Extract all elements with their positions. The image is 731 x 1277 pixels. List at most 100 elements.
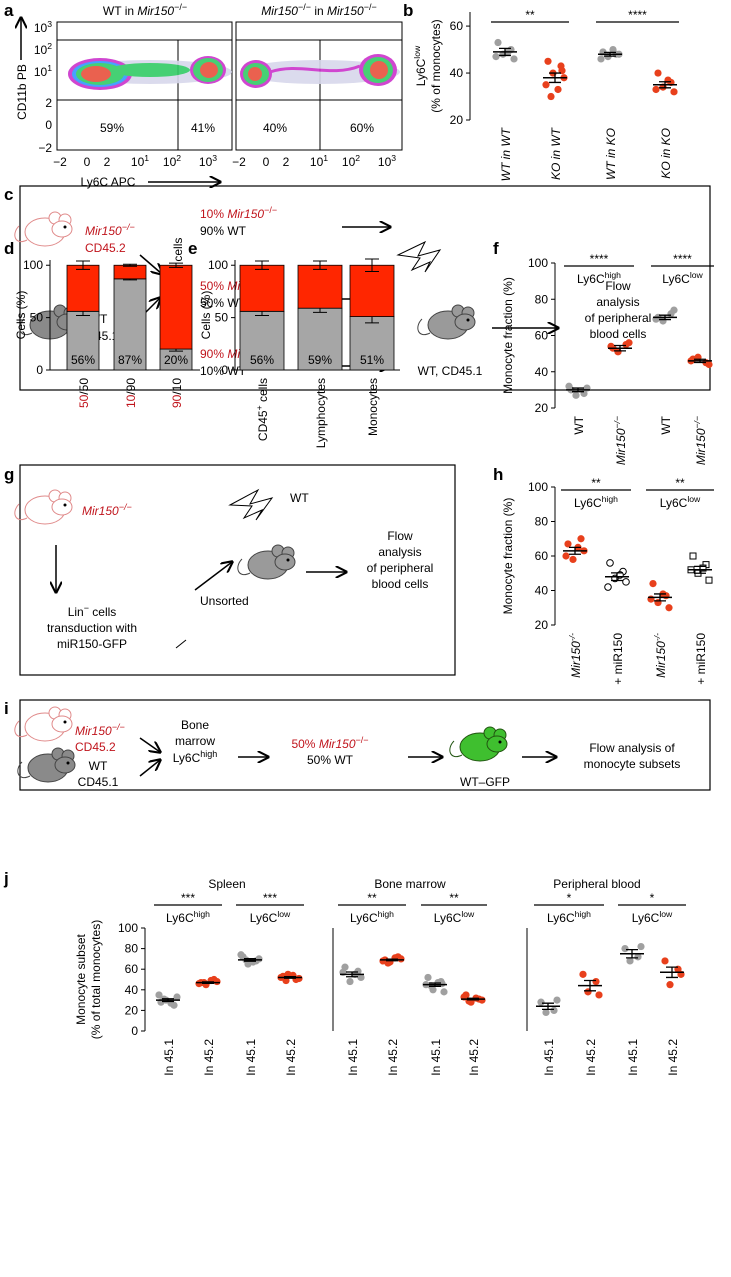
y-tick-label: −2 (38, 141, 52, 155)
mouse-eye (66, 761, 70, 765)
point (564, 540, 572, 548)
mouse-eye (498, 740, 502, 744)
text-part: Mir150 (614, 428, 628, 465)
arrow (194, 562, 232, 591)
error-bar (572, 387, 584, 393)
label: blood cells (372, 577, 429, 591)
error-bar (169, 262, 183, 268)
panel-label: c (4, 185, 13, 204)
axis-label: CD11b PB (15, 64, 29, 120)
point (609, 45, 617, 54)
bar-segment (113, 278, 147, 371)
y-tick-label: 103 (34, 19, 52, 35)
point (634, 953, 642, 961)
label: analysis (596, 295, 639, 309)
mouse-tail (14, 503, 28, 520)
point (537, 998, 545, 1006)
value-label: 56% (71, 353, 95, 367)
bar-segment (66, 264, 100, 312)
arrow (139, 760, 160, 777)
error-bar (614, 344, 626, 352)
error-bar (313, 260, 327, 270)
text-part: 3 (212, 153, 217, 163)
gate-percent: 41% (191, 121, 215, 135)
y-tick-label: 60 (535, 329, 549, 343)
y-tick-label: 100 (208, 258, 228, 272)
subset-label: Ly6Chigh (574, 494, 618, 510)
point (542, 1008, 550, 1017)
arrow (139, 737, 160, 752)
label: WT, CD45.1 (418, 364, 483, 378)
text-part: 1 (47, 63, 52, 73)
significance-label: *** (181, 891, 195, 905)
label: WT (290, 491, 309, 505)
point (295, 974, 303, 983)
significance-label: ** (367, 891, 377, 905)
significance-label: ** (675, 476, 685, 490)
label: of peripheral (367, 561, 434, 575)
bar-segment (159, 264, 193, 350)
point (554, 85, 562, 94)
diagram-frame (19, 185, 711, 391)
text-part: Ly6C (250, 911, 278, 925)
x-tick-label: 0 (263, 155, 270, 169)
text-part: low (412, 45, 422, 59)
gate-percent: 40% (263, 121, 287, 135)
label: 90% WT (200, 224, 247, 238)
text-part: Ly6C (434, 911, 462, 925)
point (562, 552, 570, 560)
x-tick-label: CD45+ cells (254, 378, 270, 441)
x-tick-label: 102 (342, 153, 360, 169)
text-part: 10 (34, 43, 48, 57)
irradiation-icon (396, 240, 442, 273)
x-tick-label: 2 (104, 155, 111, 169)
label: miR150-GFP (57, 637, 127, 651)
point (625, 339, 633, 347)
subset-label: Ly6Clow (662, 270, 703, 286)
label: 50% Mir150−/− (291, 735, 368, 751)
label: WT–GFP (460, 775, 510, 789)
point (705, 576, 713, 584)
chart-title: Spleen (208, 877, 245, 891)
x-tick-label: In 45.2 (386, 1039, 400, 1076)
density (68, 54, 400, 90)
y-axis-label: Monocyte subset (74, 933, 88, 1024)
text-part: 1 (144, 153, 149, 163)
value-label: 56% (250, 353, 274, 367)
y-axis-label: Monocyte fraction (%) (501, 498, 515, 615)
error-bar (429, 982, 441, 987)
point (547, 92, 555, 101)
y-tick-label: 20 (535, 618, 549, 632)
bar-segment (66, 310, 100, 371)
x-tick-label: 102 (163, 153, 181, 169)
arrow (139, 254, 162, 274)
significance-label: ** (525, 8, 535, 22)
error-bar (611, 572, 623, 582)
text-part: 3 (391, 153, 396, 163)
diagram-frame (19, 464, 456, 676)
point (604, 583, 612, 591)
text-part: Ly6C (632, 911, 660, 925)
point (670, 306, 678, 314)
text-part: Mir150 (654, 641, 668, 678)
y-tick-label: 100 (118, 921, 138, 935)
point (438, 980, 446, 988)
text-part: Ly6C (660, 496, 688, 510)
point (579, 970, 587, 978)
point (626, 957, 634, 965)
irradiation-icon (228, 488, 274, 521)
x-tick-label: In 45.1 (626, 1039, 640, 1076)
y-tick-label: 100 (23, 258, 43, 272)
error-bar (255, 260, 269, 270)
label: CD45.2 (85, 241, 126, 255)
error-bar (654, 593, 666, 602)
text-part: Mir150 (694, 428, 708, 465)
mouse-tail (14, 720, 28, 737)
point (237, 951, 245, 959)
point (510, 55, 518, 63)
y-tick-label: 2 (45, 96, 52, 110)
label: analysis (378, 545, 421, 559)
panel-label: f (493, 239, 499, 258)
label: 50% WT (307, 753, 354, 767)
